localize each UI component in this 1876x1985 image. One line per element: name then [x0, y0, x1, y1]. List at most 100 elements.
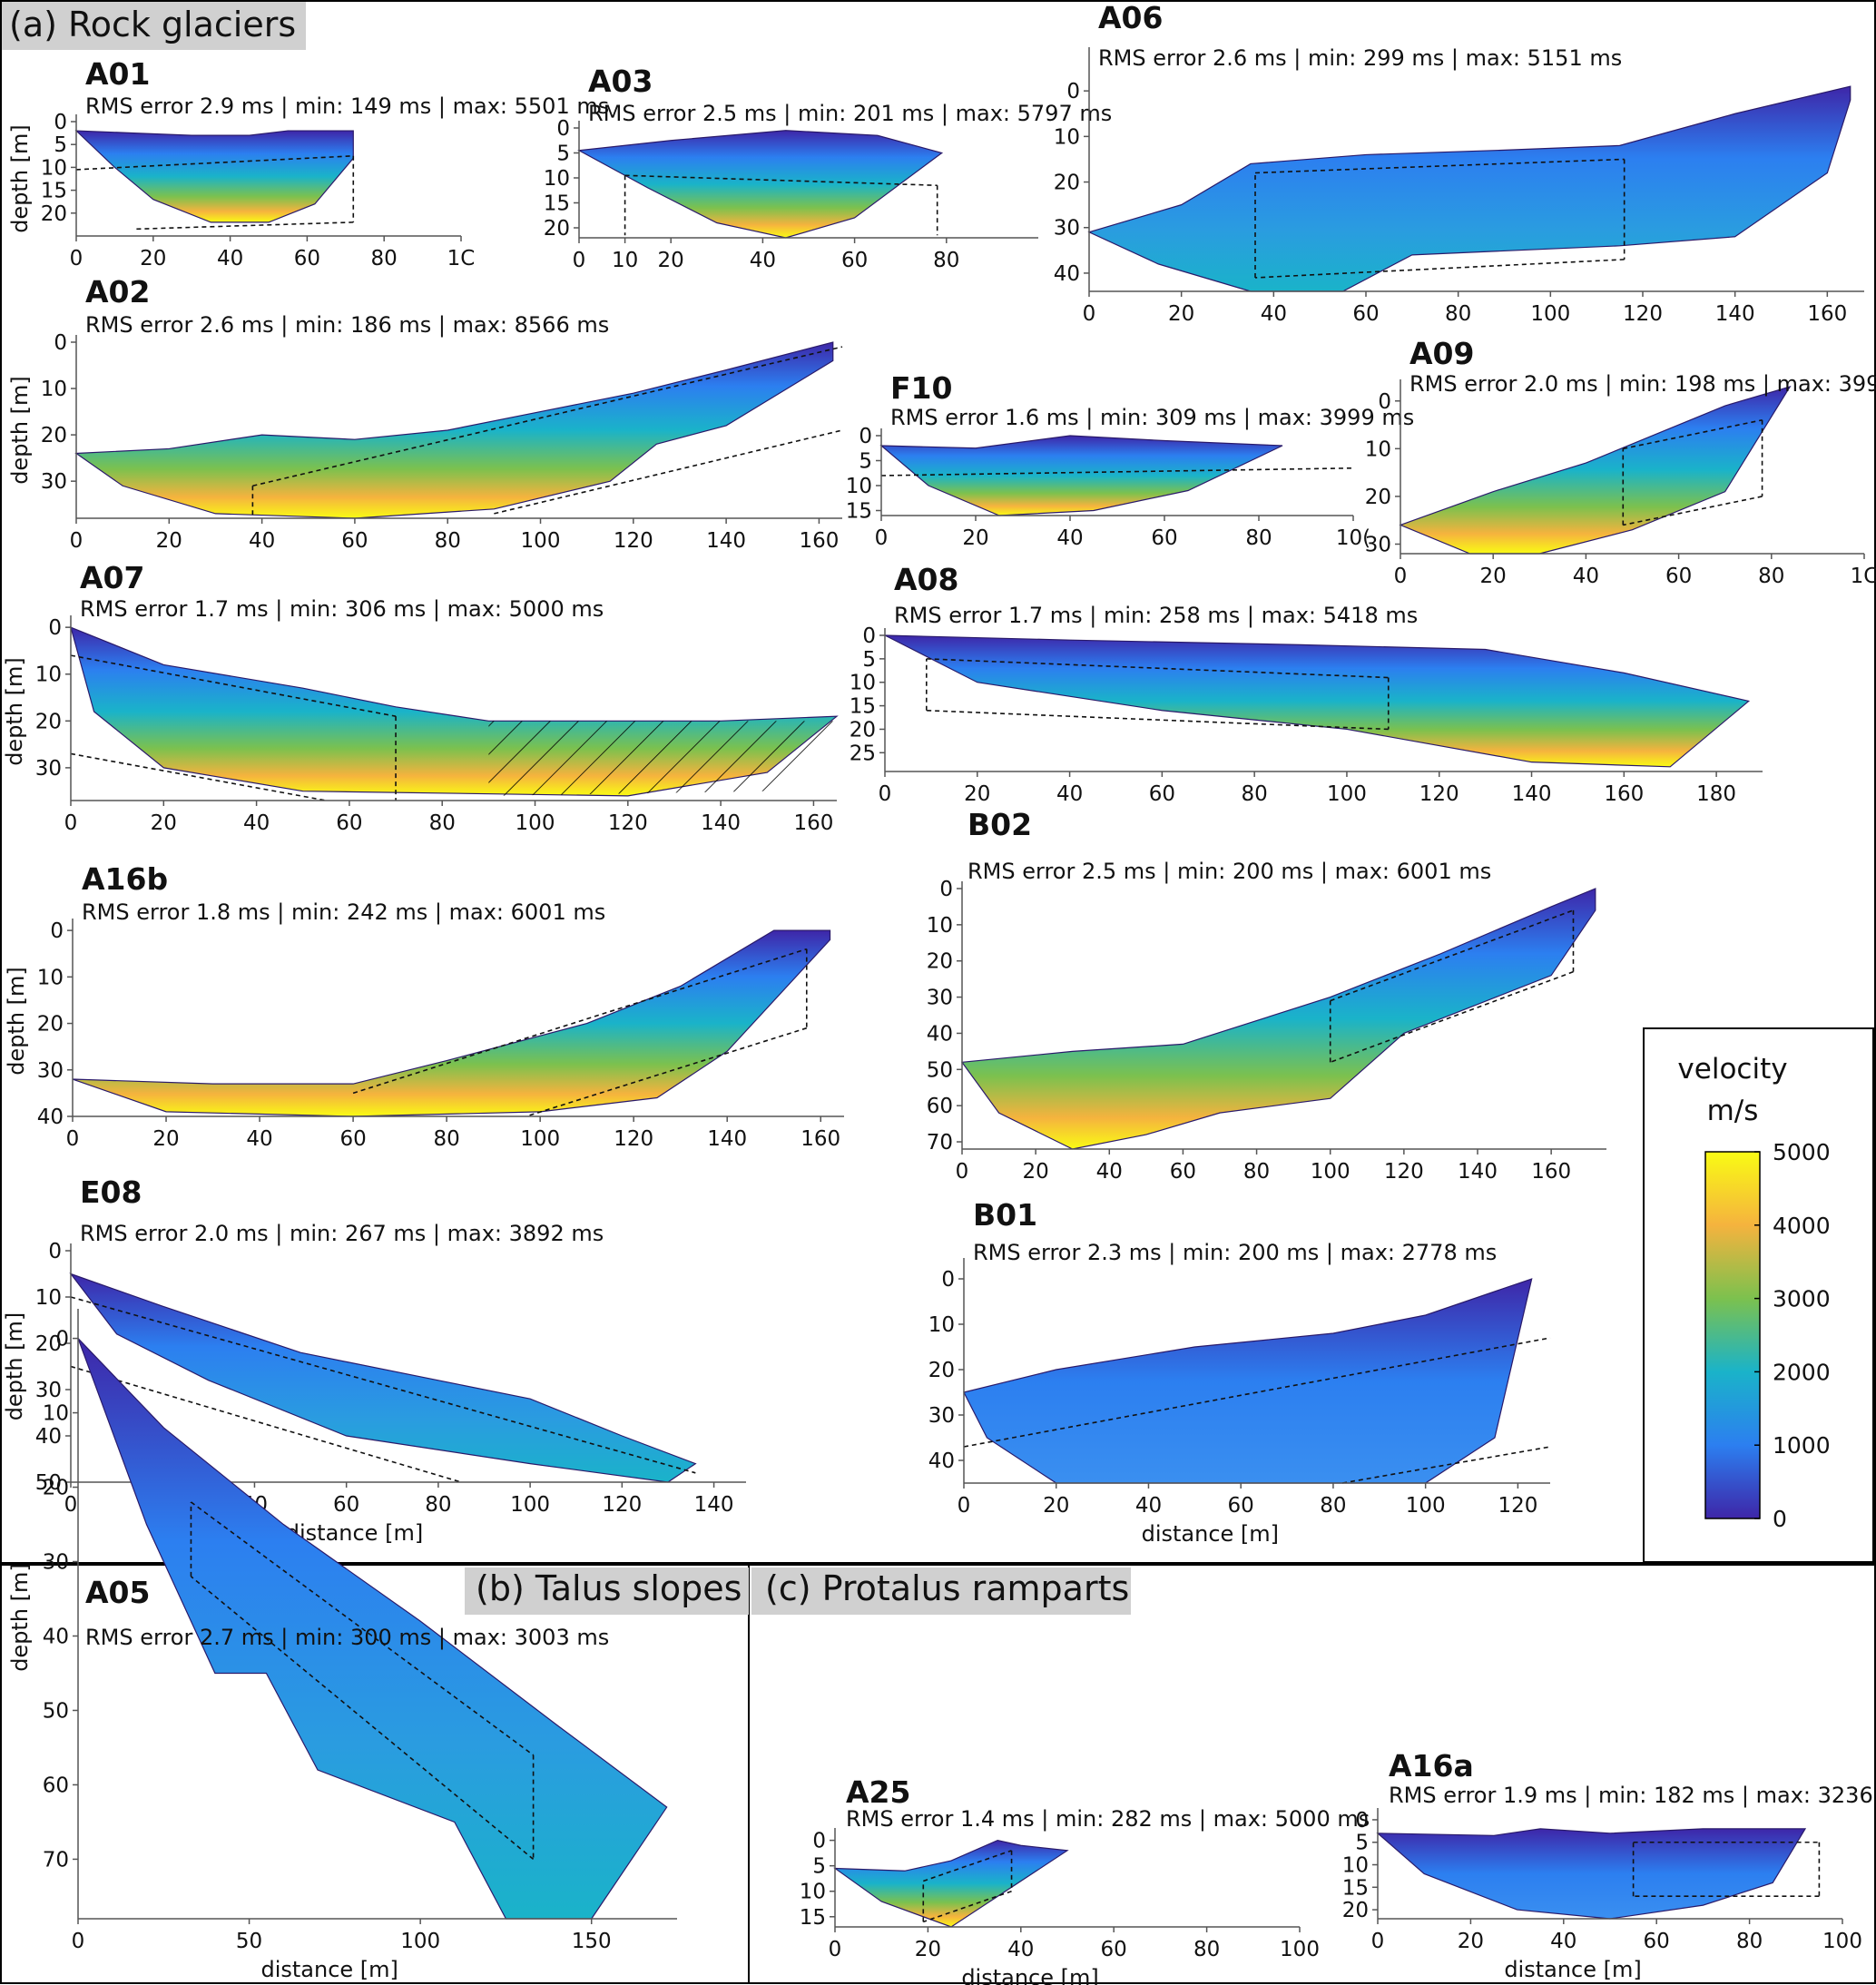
velocity-section	[74, 130, 354, 223]
velocity-section	[69, 1273, 697, 1483]
x-axis-label: distance [m]	[286, 1520, 423, 1546]
interpretation-line	[1254, 158, 1625, 174]
x-tick-label: 140	[694, 1493, 734, 1517]
y-tick-label: 0	[812, 1830, 826, 1853]
x-tick-label: 80	[1758, 565, 1784, 588]
x-tick-label: 100	[520, 1127, 560, 1151]
x-tick-label: 140	[1458, 1160, 1498, 1184]
y-tick-label: 20	[35, 1332, 62, 1356]
interpretation-line	[1330, 970, 1574, 1064]
x-tick-label: 20	[156, 529, 182, 553]
interpretation-line	[880, 467, 1354, 477]
x-tick-label: 80	[1193, 1938, 1220, 1961]
x-tick-label: 40	[217, 247, 243, 270]
x-tick-label: 0	[956, 1160, 969, 1184]
x-tick-label: 100	[1406, 1494, 1446, 1518]
x-tick-label: 80	[425, 1493, 451, 1517]
x-tick-label: 80	[429, 811, 456, 835]
colorbar-tick-label: 3000	[1773, 1286, 1831, 1312]
y-tick-label: 30	[1365, 533, 1391, 556]
x-axis-label: distance [m]	[961, 1965, 1098, 1985]
x-tick-label: 60	[1151, 526, 1177, 550]
y-tick-label: 0	[54, 111, 67, 134]
panel-title: A07	[80, 560, 144, 595]
x-tick-label: 120	[1384, 1160, 1424, 1184]
interpretation-line	[70, 752, 327, 801]
interpretation-line	[1341, 1446, 1551, 1484]
x-axis-label: distance [m]	[260, 1957, 398, 1982]
panel-info: RMS error 1.4 ms | min: 282 ms | max: 50…	[846, 1806, 1370, 1832]
x-tick-label: 80	[433, 1127, 459, 1151]
panel-info: RMS error 2.5 ms | min: 201 ms | max: 57…	[588, 101, 1112, 126]
x-tick-label: 120	[614, 1127, 653, 1151]
interpretation-line	[963, 1337, 1551, 1448]
x-tick-label: 20	[1168, 302, 1194, 326]
panel-title: B01	[973, 1197, 1037, 1233]
colorbar-gradient	[1704, 1151, 1761, 1519]
interpretation-line	[525, 1027, 808, 1117]
y-axis-label: depth [m]	[7, 376, 33, 485]
x-tick-label: 100	[510, 1493, 550, 1517]
panel-title: A08	[894, 562, 958, 597]
x-tick-label: 80	[1245, 526, 1272, 550]
x-tick-label: 0	[70, 247, 83, 270]
x-tick-label: 180	[1696, 782, 1736, 806]
y-tick-label: 0	[859, 425, 872, 448]
y-tick-label: 0	[1378, 390, 1391, 414]
velocity-section	[1399, 385, 1792, 555]
interpretation-line	[70, 1365, 462, 1483]
x-tick-label: 100	[1530, 302, 1570, 326]
y-tick-label: 25	[850, 742, 876, 765]
x-tick-label: 160	[799, 529, 839, 553]
y-tick-label: 20	[41, 424, 67, 447]
y-tick-label: 40	[43, 1625, 69, 1648]
velocity-section	[963, 1278, 1533, 1484]
y-tick-label: 40	[1054, 262, 1080, 286]
x-tick-label: 40	[1056, 782, 1083, 806]
x-tick-label: 80	[1736, 1930, 1763, 1953]
x-tick-label: 40	[1096, 1160, 1123, 1184]
x-tick-label: 20	[658, 249, 684, 272]
x-tick-label: 100	[1280, 1938, 1320, 1961]
x-tick-label: 80	[933, 249, 959, 272]
colorbar-tick-label: 0	[1773, 1506, 1787, 1532]
panel-title: A05	[85, 1575, 150, 1610]
y-tick-label: 20	[41, 202, 67, 226]
y-tick-label: 10	[1342, 1854, 1369, 1878]
x-tick-label: 1C	[447, 247, 476, 270]
y-tick-label: 0	[941, 1268, 955, 1292]
interpretation-line	[70, 654, 397, 717]
axes: 0 20 40 60 80 100 120 140 160 0 10 20 30 40	[37, 919, 844, 1151]
panel-b02: 0 20 40 60 80 100 120 140 160 0 10 20 30 40 50 60 70 B02 R…	[927, 807, 1606, 1184]
y-tick-label: 60	[43, 1774, 69, 1797]
x-tick-label: 80	[1243, 1160, 1270, 1184]
x-tick-label: 80	[1445, 302, 1471, 326]
y-tick-label: 10	[35, 1286, 62, 1310]
x-tick-label: 0	[1083, 302, 1096, 326]
x-tick-label: 40	[1135, 1494, 1162, 1518]
panel-title: A16b	[82, 861, 168, 897]
interpretation-line	[70, 1296, 696, 1474]
section-a-frame	[0, 0, 1876, 1564]
x-tick-label: 140	[706, 529, 746, 553]
x-tick-label: 60	[336, 811, 362, 835]
y-tick-label: 0	[48, 1240, 62, 1263]
panel-a08: 0 20 40 60 80 100 120 140 160 1800510152025A08RMS…	[850, 562, 1763, 806]
y-tick-label: 30	[35, 757, 62, 781]
x-axis-label: distance [m]	[1142, 1521, 1279, 1547]
interpretation-line	[1330, 909, 1574, 1002]
y-tick-label: 10	[927, 914, 953, 938]
panel-info: RMS error 2.6 ms | min: 299 ms | max: 51…	[1098, 45, 1622, 71]
interpretation-line	[923, 1890, 1012, 1923]
panel-title: F10	[890, 370, 952, 406]
interpretation-line	[252, 346, 843, 487]
y-axis-label: depth [m]	[7, 124, 33, 233]
x-tick-label: 0	[64, 1493, 78, 1517]
x-tick-label: 80	[371, 247, 398, 270]
